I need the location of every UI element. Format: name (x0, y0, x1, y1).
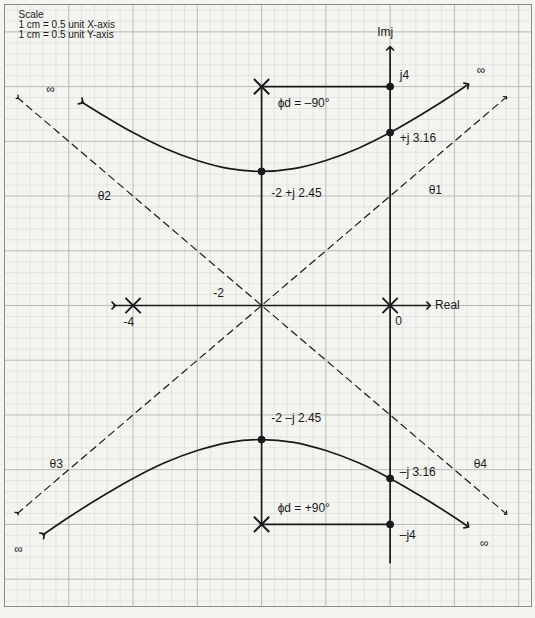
svg-text:Scale1 cm = 0.5 unit X-axis1 c: Scale1 cm = 0.5 unit X-axis1 cm = 0.5 un… (19, 9, 115, 40)
svg-text:Imj: Imj (377, 25, 393, 39)
svg-text:θ3: θ3 (49, 457, 63, 471)
svg-text:∞: ∞ (46, 82, 55, 96)
svg-text:-4: -4 (123, 315, 134, 329)
svg-text:+j 3.16: +j 3.16 (400, 131, 437, 145)
svg-text:j4: j4 (399, 68, 410, 82)
svg-text:–j 3.16: –j 3.16 (400, 465, 436, 479)
svg-text:θ4: θ4 (474, 457, 488, 471)
svg-text:∞: ∞ (480, 536, 489, 550)
svg-text:-2 –j 2.45: -2 –j 2.45 (271, 411, 321, 425)
svg-text:-2: -2 (213, 286, 224, 300)
svg-text:∞: ∞ (477, 63, 486, 77)
svg-text:θ1: θ1 (429, 183, 443, 197)
svg-text:-2 +j 2.45: -2 +j 2.45 (271, 186, 322, 200)
svg-text:Real: Real (435, 298, 460, 312)
svg-text:ϕd = +90°: ϕd = +90° (278, 501, 330, 515)
svg-text:θ2: θ2 (98, 189, 112, 203)
svg-text:–j4: –j4 (400, 528, 416, 542)
svg-text:ϕd = –90°: ϕd = –90° (278, 96, 330, 110)
svg-text:∞: ∞ (14, 542, 23, 556)
svg-text:0: 0 (395, 314, 402, 328)
